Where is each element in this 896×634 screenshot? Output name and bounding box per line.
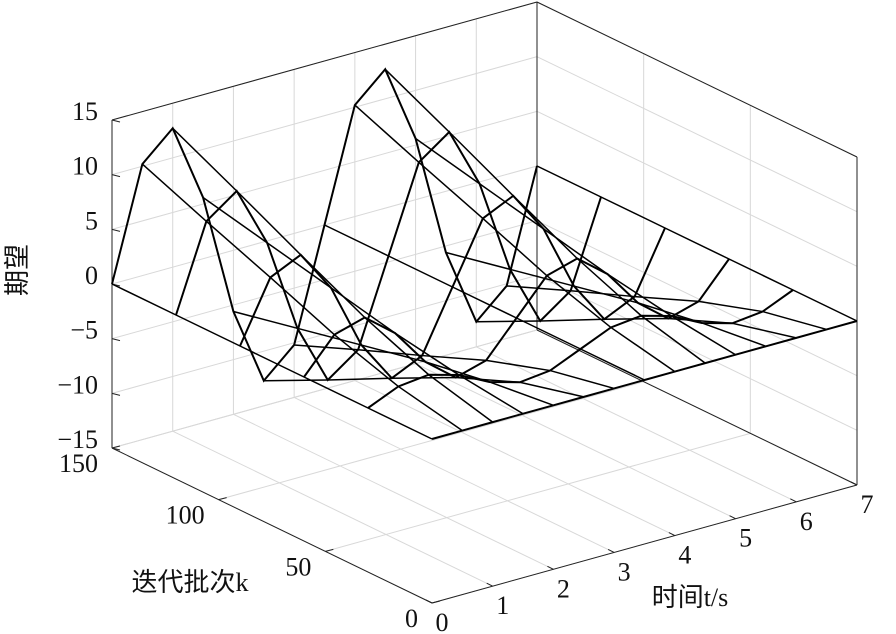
mesh-column (263, 376, 584, 398)
mesh-column (294, 344, 615, 390)
z-tick (111, 338, 121, 342)
x-tick-label: 3 (618, 557, 631, 586)
x-tick (668, 532, 676, 537)
z-tick-label: 5 (85, 206, 98, 235)
z-tick-label: −10 (57, 370, 98, 399)
y-tick-label: 0 (405, 604, 418, 633)
grid-line (415, 363, 736, 520)
axis-edge (111, 1, 538, 121)
axis-edge (536, 329, 858, 486)
x-tick-label: 2 (557, 574, 570, 603)
mesh-column (111, 283, 433, 440)
x-tick-label: 6 (800, 507, 813, 536)
grid-line (536, 56, 858, 213)
axis-edge (431, 484, 858, 604)
x-tick (729, 515, 736, 520)
grid-line (536, 110, 858, 267)
grid-line (536, 220, 858, 377)
mesh-column (536, 165, 858, 322)
mesh-column (141, 163, 463, 432)
x-tick-label: 7 (861, 490, 874, 519)
y-tick (325, 548, 334, 552)
x-tick (425, 599, 433, 604)
mesh-column (506, 285, 827, 331)
y-tick-label: 50 (285, 552, 311, 581)
mesh-column (384, 68, 706, 364)
grid-line (293, 396, 615, 553)
x-tick-label: 4 (678, 541, 691, 570)
axis-edge (536, 1, 858, 158)
z-tick (111, 392, 121, 396)
grid-line (354, 380, 676, 537)
z-tick-label: 0 (85, 261, 98, 290)
y-tick-label: 100 (166, 501, 205, 530)
grid-line (476, 346, 797, 503)
z-tick-label: −5 (70, 316, 98, 345)
grid-line (111, 56, 538, 176)
z-tick (111, 174, 121, 178)
grid-line (111, 274, 538, 394)
x-tick-label: 1 (496, 591, 509, 620)
grid-line (218, 381, 644, 501)
mesh-column (476, 317, 797, 339)
grid-line (536, 274, 858, 431)
x-axis-label: 时间t/s (652, 583, 729, 612)
z-tick-label: 10 (72, 152, 98, 181)
y-axis-label: 迭代批次k (131, 568, 248, 597)
grid-line (325, 432, 751, 552)
x-tick (486, 582, 493, 587)
y-tick-label: 150 (59, 449, 98, 478)
x-tick-label: 0 (436, 608, 449, 634)
y-tick (431, 600, 441, 604)
x-tick (547, 565, 554, 570)
x-tick-label: 5 (739, 524, 752, 553)
mesh-column (202, 196, 524, 415)
grid-line (111, 329, 538, 449)
y-tick (111, 445, 121, 449)
z-tick (111, 447, 121, 451)
z-tick (111, 119, 121, 123)
x-tick (607, 548, 615, 553)
x-tick (850, 481, 858, 486)
x-tick (790, 498, 797, 503)
grid-line (233, 413, 554, 570)
grid-line (111, 110, 538, 230)
grid-line (172, 430, 493, 587)
mesh-column (324, 224, 645, 381)
mesh-column (172, 127, 494, 423)
z-axis-label: 期望 (3, 244, 32, 296)
axis-edge (111, 447, 433, 604)
y-tick (218, 497, 227, 501)
z-tick-label: 15 (72, 97, 98, 126)
mesh-column (354, 104, 676, 373)
mesh-column (415, 137, 736, 356)
z-tick-label: −15 (57, 425, 98, 454)
z-tick (111, 228, 121, 232)
